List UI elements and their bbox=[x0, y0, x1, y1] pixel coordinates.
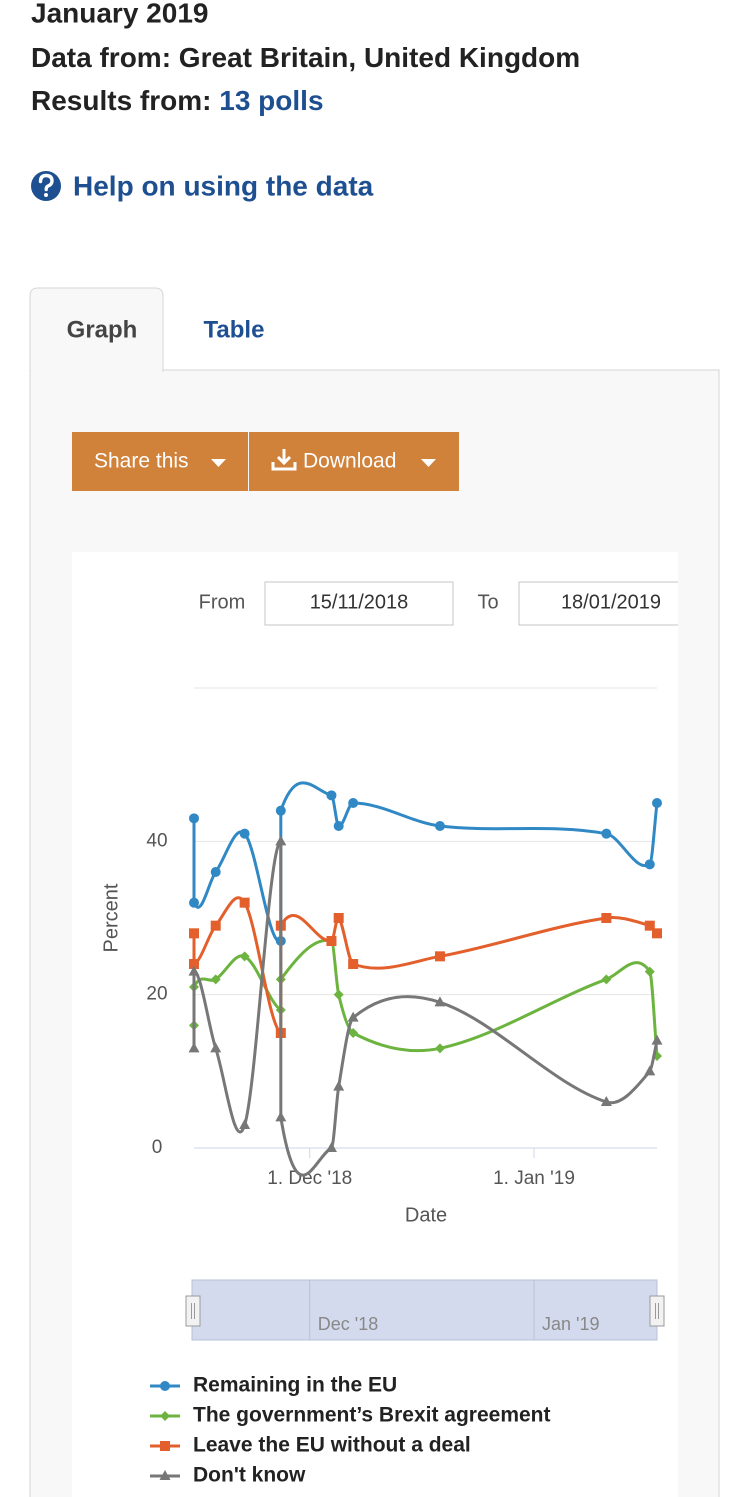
marker bbox=[644, 966, 655, 977]
marker bbox=[210, 1042, 222, 1053]
marker bbox=[348, 798, 359, 808]
marker bbox=[210, 920, 221, 931]
download-button[interactable]: Download bbox=[249, 432, 459, 491]
marker bbox=[651, 1034, 663, 1045]
chart-area bbox=[72, 552, 678, 1497]
marker bbox=[434, 1043, 445, 1054]
legend-label[interactable]: Leave the EU without a deal bbox=[193, 1434, 471, 1457]
marker bbox=[275, 1111, 287, 1122]
marker bbox=[326, 790, 337, 801]
marker bbox=[652, 928, 662, 939]
marker bbox=[275, 835, 287, 846]
marker bbox=[644, 859, 655, 870]
marker bbox=[189, 959, 199, 969]
marker bbox=[601, 913, 612, 923]
marker bbox=[348, 1028, 359, 1038]
tab[interactable]: Table bbox=[204, 316, 265, 343]
help-link[interactable]: Help on using the data bbox=[73, 170, 374, 201]
marker bbox=[189, 928, 199, 939]
y-axis-title: Percent bbox=[100, 883, 122, 952]
series-line bbox=[192, 839, 659, 1177]
marker bbox=[189, 897, 199, 908]
value: Great Britain, United Kingdom bbox=[179, 42, 580, 73]
button-label: Share this bbox=[94, 450, 189, 473]
marker bbox=[644, 920, 655, 931]
marker bbox=[210, 974, 221, 985]
marker bbox=[434, 951, 445, 962]
label: Data from: bbox=[31, 42, 171, 73]
marker bbox=[239, 897, 250, 908]
marker bbox=[160, 1381, 170, 1391]
share-button[interactable]: Share this bbox=[72, 432, 248, 491]
marker bbox=[239, 828, 250, 839]
period-title: January 2019 bbox=[31, 0, 208, 28]
to-label: To bbox=[477, 591, 498, 613]
navigator bbox=[191, 1279, 658, 1341]
y-tick-label: 0 bbox=[152, 1137, 163, 1158]
from-label: From bbox=[199, 591, 246, 613]
y-tick-label: 40 bbox=[146, 830, 167, 851]
marker bbox=[159, 1470, 171, 1480]
y-tick-label: 20 bbox=[146, 984, 167, 1005]
results-from: Results from: 13 polls bbox=[31, 85, 324, 116]
to-input[interactable] bbox=[518, 581, 684, 626]
button-label: Download bbox=[303, 450, 396, 473]
legend-label[interactable]: Don't know bbox=[193, 1464, 306, 1487]
marker bbox=[600, 1096, 612, 1106]
help-icon[interactable] bbox=[31, 171, 61, 201]
marker bbox=[210, 867, 221, 877]
label: Results from: bbox=[31, 85, 211, 116]
x-axis-title: Date bbox=[405, 1204, 447, 1226]
marker bbox=[275, 805, 286, 816]
marker bbox=[239, 951, 250, 962]
marker bbox=[189, 813, 199, 824]
tab[interactable]: Graph bbox=[67, 316, 138, 343]
legend-label[interactable]: Remaining in the EU bbox=[193, 1374, 397, 1397]
marker bbox=[325, 1142, 337, 1152]
x-tick-label: 1. Dec '18 bbox=[267, 1168, 352, 1189]
marker bbox=[239, 1119, 251, 1129]
navigator-label: Dec '18 bbox=[318, 1314, 378, 1334]
to-value: 18/01/2019 bbox=[561, 591, 661, 613]
navigator-handle[interactable] bbox=[185, 1295, 201, 1327]
marker bbox=[652, 798, 662, 808]
from-value: 15/11/2018 bbox=[310, 591, 409, 613]
data-from: Data from: Great Britain, United Kingdom bbox=[31, 42, 580, 73]
marker bbox=[434, 996, 446, 1007]
navigator-label: Jan '19 bbox=[542, 1314, 599, 1334]
marker bbox=[601, 828, 612, 839]
legend-label[interactable]: The government’s Brexit agreement bbox=[193, 1404, 551, 1427]
marker bbox=[333, 821, 344, 831]
marker bbox=[434, 821, 445, 831]
marker bbox=[601, 974, 612, 985]
navigator-handle[interactable] bbox=[649, 1295, 665, 1327]
marker bbox=[326, 936, 337, 946]
marker bbox=[188, 965, 200, 976]
marker bbox=[333, 913, 344, 923]
from-input[interactable] bbox=[264, 581, 454, 626]
tab-active[interactable] bbox=[29, 287, 164, 372]
marker bbox=[160, 1441, 170, 1451]
marker bbox=[347, 1011, 359, 1022]
polls-link[interactable]: 13 polls bbox=[219, 85, 323, 116]
marker bbox=[333, 989, 344, 1000]
marker bbox=[160, 1411, 170, 1421]
marker bbox=[188, 1042, 200, 1053]
marker bbox=[348, 959, 359, 969]
marker bbox=[644, 1065, 656, 1076]
x-tick-label: 1. Jan '19 bbox=[493, 1168, 575, 1189]
marker bbox=[333, 1080, 345, 1091]
